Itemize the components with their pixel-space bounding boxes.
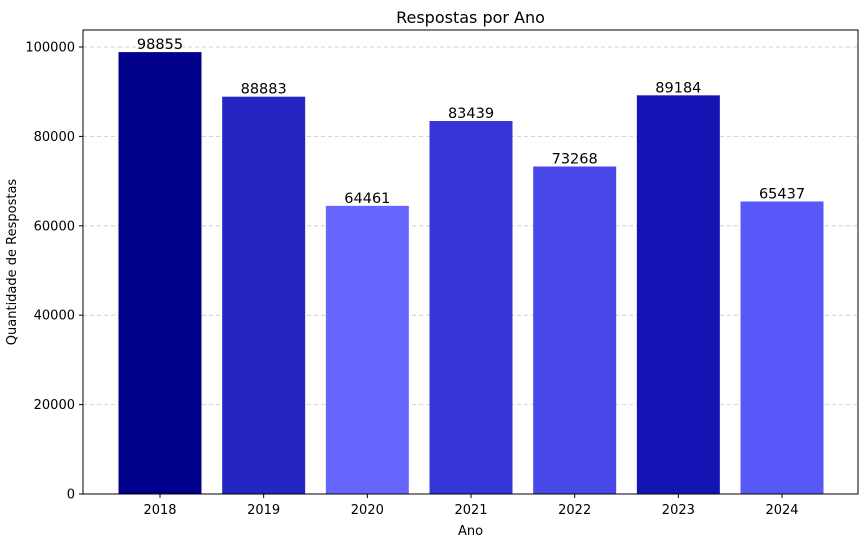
x-tick-label-2018: 2018 <box>143 503 176 518</box>
x-tick-label-2021: 2021 <box>454 503 487 518</box>
data-label-2019: 88883 <box>241 82 287 98</box>
x-tick-label-2024: 2024 <box>765 503 798 518</box>
bar-2020 <box>325 205 409 494</box>
bar-2018 <box>118 52 202 494</box>
data-label-2020: 64461 <box>344 191 390 207</box>
x-tick-label-2023: 2023 <box>662 503 695 518</box>
y-tick-label: 80000 <box>34 130 75 145</box>
data-label-2024: 65437 <box>759 186 805 202</box>
y-axis-ticks: 0 20000 40000 60000 80000 100000 <box>25 40 83 503</box>
y-tick-label: 100000 <box>25 40 75 55</box>
bars <box>118 52 824 494</box>
data-label-2022: 73268 <box>552 151 598 167</box>
x-tick-label-2019: 2019 <box>247 503 280 518</box>
y-tick-label: 40000 <box>34 309 75 324</box>
plot-area-frame <box>82 29 859 495</box>
chart-title: Respostas por Ano <box>396 8 545 27</box>
y-tick-label: 20000 <box>34 398 75 413</box>
y-tick-label: 0 <box>67 488 75 503</box>
bar-2022 <box>533 166 617 494</box>
data-label-2021: 83439 <box>448 106 494 122</box>
y-tick-label: 60000 <box>34 219 75 234</box>
data-label-2023: 89184 <box>655 80 701 96</box>
data-labels: 98855 88883 64461 83439 73268 89184 65437 <box>137 37 805 207</box>
bar-2024 <box>740 201 824 494</box>
x-tick-label-2020: 2020 <box>351 503 384 518</box>
x-axis-ticks: 2018 2019 2020 2021 2022 2023 2024 <box>143 494 799 518</box>
bar-2019 <box>222 96 306 494</box>
x-tick-label-2022: 2022 <box>558 503 591 518</box>
bar-2021 <box>429 121 513 494</box>
data-label-2018: 98855 <box>137 37 183 53</box>
y-axis-label: Quantidade de Respostas <box>5 179 20 346</box>
bar-2023 <box>636 95 720 494</box>
x-axis-label: Ano <box>458 524 483 539</box>
